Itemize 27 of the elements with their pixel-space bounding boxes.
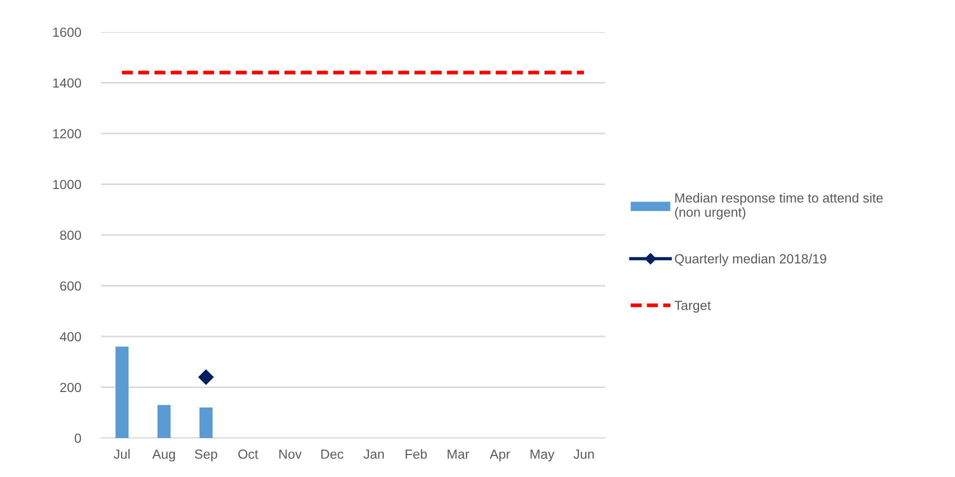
x-tick-label: Feb [406, 449, 427, 459]
bar [115, 346, 129, 438]
x-tick-label: Nov [279, 450, 302, 459]
y-tick-label: 600 [60, 281, 82, 291]
y-tick-label: 800 [60, 230, 82, 240]
x-tick-label: May [530, 450, 554, 462]
x-tick-label: Jun [574, 450, 594, 459]
legend-label: Quarterly median 2018/19 [674, 254, 826, 266]
x-tick-label: Dec [321, 450, 344, 459]
y-tick-label: 1000 [53, 180, 82, 190]
x-tick-label: Jul [114, 449, 130, 459]
x-tick-label: Apr [490, 450, 510, 462]
x-tick-label: Jan [364, 450, 384, 459]
legend-label: Median response time to attend site (non urgent) [675, 192, 883, 220]
y-tick-label: 0 [74, 434, 82, 443]
bar [199, 408, 213, 438]
y-tick-label: 200 [60, 382, 82, 392]
x-tick-label: Oct [238, 449, 258, 459]
x-tick-label: Mar [448, 450, 470, 459]
y-tick-label: 1400 [53, 78, 82, 88]
x-tick-label: Aug [152, 450, 175, 462]
x-tick-label: Sep [194, 449, 218, 462]
legend-label: Target [674, 300, 711, 313]
y-tick-label: 1600 [53, 28, 82, 37]
bar [157, 405, 171, 438]
y-tick-label: 1200 [53, 129, 82, 138]
y-tick-label: 400 [60, 332, 82, 342]
